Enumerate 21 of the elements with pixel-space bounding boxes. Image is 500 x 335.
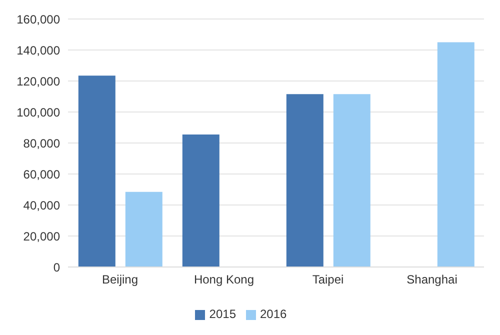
y-tick-label: 0 xyxy=(53,260,60,274)
y-tick-label: 100,000 xyxy=(16,105,60,120)
legend-label: 2016 xyxy=(260,307,287,321)
y-tick-label: 160,000 xyxy=(16,12,60,26)
x-tick-label: Taipei xyxy=(312,272,344,287)
bar xyxy=(78,76,116,267)
bar xyxy=(437,42,474,267)
y-tick-label: 140,000 xyxy=(16,43,60,58)
y-tick-label: 40,000 xyxy=(23,198,60,212)
bar xyxy=(333,94,370,267)
y-tick-label: 120,000 xyxy=(16,74,60,88)
bar xyxy=(125,192,162,267)
legend-label: 2015 xyxy=(209,307,236,321)
x-tick-label: Shanghai xyxy=(406,272,458,287)
y-tick-label: 20,000 xyxy=(23,229,60,244)
bar xyxy=(182,134,220,267)
y-tick-label: 80,000 xyxy=(23,136,60,150)
x-tick-label: Hong Kong xyxy=(194,272,254,287)
x-tick-label: Beijing xyxy=(102,272,138,287)
bar xyxy=(286,94,324,267)
y-tick-label: 60,000 xyxy=(23,167,60,182)
